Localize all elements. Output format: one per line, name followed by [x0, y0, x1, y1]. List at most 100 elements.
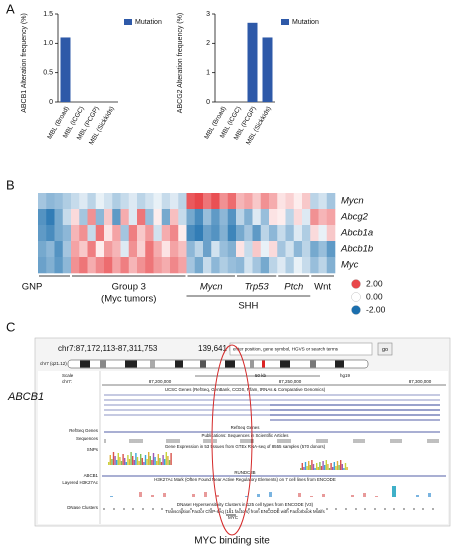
heat-cell: [145, 257, 154, 274]
y-axis-label: ABCG2 Alteration frequency (%): [177, 13, 184, 113]
heat-cell: [170, 241, 179, 258]
heat-cell: [46, 257, 55, 274]
band-label: chr7 (q21.12): [40, 361, 67, 366]
h3k27ac-peak: [216, 495, 219, 497]
heat-cell: [293, 257, 303, 274]
ideogram: [67, 359, 369, 369]
heat-cell: [252, 209, 262, 226]
heat-cell: [120, 241, 130, 258]
heat-cell: [326, 257, 336, 274]
row-label: Mycn: [341, 196, 364, 207]
heat-cell: [46, 225, 55, 242]
track-left: SNPs: [87, 447, 99, 452]
expr-bar: [325, 460, 327, 470]
heat-cell: [161, 193, 171, 210]
heat-cell: [87, 225, 97, 242]
heat-cell: [285, 193, 295, 210]
heat-cell: [178, 225, 187, 242]
heat-cell: [203, 209, 212, 226]
legend-label: 0.00: [366, 291, 383, 301]
heat-cell: [178, 193, 187, 210]
track-left: DNase Clusters: [67, 505, 99, 510]
expr-bar: [144, 455, 147, 465]
heat-cell: [128, 241, 138, 258]
h3k27ac-peak: [375, 496, 378, 497]
heat-cell: [79, 193, 88, 210]
track-title: H3K27Ac Mark (Often Found Near Active Re…: [154, 477, 336, 482]
expr-bar: [306, 466, 308, 470]
heat-cell: [170, 209, 179, 226]
expr-bar: [338, 465, 340, 470]
expr-bar: [119, 457, 121, 465]
heat-cell: [310, 193, 319, 210]
heat-cell: [120, 209, 130, 226]
position: chr7:87,172,113-87,311,753: [58, 344, 158, 353]
y-tick-label: 1: [206, 70, 210, 77]
track-title: RUNDC3B: [234, 470, 255, 475]
row-label: Abcb1b: [340, 244, 373, 255]
ideogram-band: [310, 360, 316, 368]
heat-cell: [170, 257, 179, 274]
heat-cell: [46, 193, 55, 210]
heat-cell: [38, 257, 47, 274]
heat-cell: [236, 257, 245, 274]
track-left: Layered H3K27Ac: [62, 480, 98, 485]
heat-cell: [104, 193, 113, 210]
heat-cell: [178, 257, 187, 274]
expr-bar: [146, 459, 148, 465]
ideogram-band: [150, 360, 155, 368]
heat-cell: [161, 257, 171, 274]
heat-cell: [112, 241, 121, 258]
expr-bar: [148, 452, 150, 465]
expr-bar: [333, 462, 335, 470]
expr-bar: [336, 461, 339, 470]
y-axis-label: ABCB1 Alteration frequency (%): [21, 13, 28, 113]
h3k27ac-peak: [269, 492, 272, 497]
heat-cell: [62, 257, 72, 274]
go-button[interactable]: [377, 342, 393, 356]
expr-bar: [138, 461, 140, 465]
heat-cell: [104, 209, 113, 226]
heat-cell: [54, 225, 64, 242]
heat-cell: [153, 225, 163, 242]
site-label: MYC: [228, 515, 239, 520]
legend-dot: [351, 279, 361, 289]
expr-bar: [128, 459, 131, 465]
legend-dot: [351, 292, 361, 302]
heat-cell: [211, 225, 220, 242]
heat-cell: [236, 225, 245, 242]
heat-cell: [203, 225, 212, 242]
heat-cell: [112, 193, 121, 210]
heat-cell: [194, 257, 204, 274]
expr-bar: [109, 455, 111, 465]
row-label: Abcb1a: [340, 228, 373, 239]
heat-cell: [120, 193, 130, 210]
heat-cell: [203, 241, 212, 258]
coord: 87,300,000: [409, 379, 432, 384]
ideogram-band: [335, 360, 344, 368]
heat-cell: [244, 209, 253, 226]
heat-cell: [310, 257, 319, 274]
expr-bar: [344, 463, 347, 470]
y-tick-label: 0: [49, 99, 53, 106]
legend-label: 2.00: [366, 278, 383, 288]
expr-bar: [328, 468, 331, 470]
y-tick-label: 2: [206, 40, 210, 47]
y-tick-label: 0: [206, 99, 210, 106]
heat-cell: [194, 225, 204, 242]
heat-cell: [269, 257, 278, 274]
heat-cell: [170, 225, 179, 242]
legend-swatch: [281, 19, 289, 25]
heat-cell: [260, 193, 270, 210]
search-placeholder: enter position, gene symbol, HGVS or sea…: [233, 347, 339, 352]
heat-cell: [71, 257, 80, 274]
heat-cell: [260, 241, 270, 258]
h3k27ac-peak: [163, 493, 166, 497]
h3k27ac-peak: [322, 494, 325, 497]
heat-cell: [211, 193, 220, 210]
heat-cell: [79, 241, 88, 258]
expr-bar: [309, 465, 311, 470]
expr-bar: [314, 468, 316, 470]
heat-cell: [285, 225, 295, 242]
heat-cell: [137, 209, 146, 226]
